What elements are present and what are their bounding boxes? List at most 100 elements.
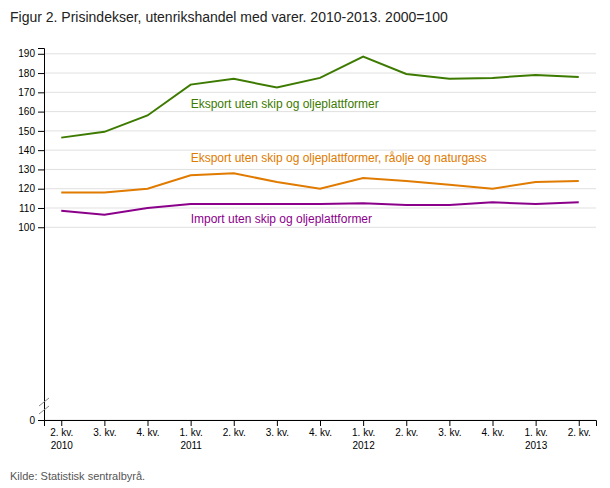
y-tick: 140 bbox=[18, 145, 44, 156]
y-tick-mark bbox=[38, 420, 44, 421]
x-tick-label: 4. kv. bbox=[481, 427, 504, 438]
grid-line bbox=[44, 73, 596, 74]
x-tick-label: 2. kv. bbox=[223, 427, 246, 438]
x-tick-mark bbox=[234, 420, 235, 426]
x-tick: 3. kv. bbox=[438, 420, 461, 438]
title: Figur 2. Prisindekser, utenrikshandel me… bbox=[10, 9, 448, 25]
x-tick-label: 1. kv.2013 bbox=[525, 427, 548, 451]
x-tick: 3. kv. bbox=[93, 420, 116, 438]
y-tick-label: 180 bbox=[18, 68, 35, 79]
series-label: Eksport uten skip og oljeplattformer, rå… bbox=[191, 151, 487, 165]
y-tick-label: 130 bbox=[18, 164, 35, 175]
grid-line bbox=[44, 207, 596, 208]
series-label: Eksport uten skip og oljeplattformer bbox=[191, 97, 379, 111]
x-tick-mark bbox=[191, 420, 192, 426]
y-tick: 190 bbox=[18, 48, 44, 59]
axis-break bbox=[39, 398, 49, 414]
y-tick-mark bbox=[38, 169, 44, 170]
grid-line bbox=[44, 92, 596, 93]
x-tick-mark bbox=[493, 420, 494, 426]
y-tick: 0 bbox=[29, 415, 44, 426]
x-tick-label: 4. kv. bbox=[136, 427, 159, 438]
x-tick-mark bbox=[61, 420, 62, 426]
x-tick: 4. kv. bbox=[481, 420, 504, 438]
x-tick-label-line: 2011 bbox=[180, 440, 202, 451]
x-tick: 2. kv. 2010 bbox=[50, 420, 73, 451]
x-tick-label-line: 2. kv. bbox=[568, 427, 591, 438]
x-tick: 2. kv. bbox=[223, 420, 246, 438]
x-tick-label-line: 3. kv. bbox=[438, 427, 461, 438]
x-tick-mark bbox=[406, 420, 407, 426]
x-tick-mark bbox=[579, 420, 580, 426]
x-tick-mark bbox=[363, 420, 364, 426]
y-tick-label: 170 bbox=[18, 87, 35, 98]
series-line bbox=[61, 173, 579, 192]
x-tick-label: 2. kv. 2010 bbox=[50, 427, 73, 451]
y-axis-line bbox=[38, 49, 45, 421]
grid-line bbox=[44, 111, 596, 112]
x-tick-label-line: 4. kv. bbox=[136, 427, 159, 438]
x-tick: 4. kv. bbox=[309, 420, 332, 438]
y-tick-label: 160 bbox=[18, 106, 35, 117]
x-tick-mark bbox=[320, 420, 321, 426]
y-tick-label: 110 bbox=[19, 203, 35, 214]
x-tick-mark bbox=[449, 420, 450, 426]
y-tick-mark bbox=[38, 92, 44, 93]
chart: Figur 2. Prisindekser, utenrikshandel me… bbox=[0, 0, 610, 488]
y-tick-mark bbox=[38, 131, 44, 132]
y-tick: 180 bbox=[18, 68, 44, 79]
series-line bbox=[61, 57, 579, 138]
y-tick: 100 bbox=[18, 222, 44, 233]
x-tick-mark bbox=[277, 420, 278, 426]
x-tick-label-line: 2010 bbox=[51, 440, 74, 451]
y-tick-label: 100 bbox=[18, 222, 35, 233]
x-tick: 1. kv.2013 bbox=[525, 420, 548, 451]
x-tick: 3. kv. bbox=[266, 420, 289, 438]
source: Kilde: Statistisk sentralbyrå. bbox=[10, 470, 145, 482]
series-labels: Eksport uten skip og oljeplattformer Eksp… bbox=[191, 97, 487, 227]
x-tick-label-line: 2013 bbox=[525, 440, 548, 451]
x-tick: 1. kv. 2011 bbox=[180, 420, 203, 451]
x-tick-label: 3. kv. bbox=[266, 427, 289, 438]
x-tick-label-line: 4. kv. bbox=[309, 427, 332, 438]
x-tick-label-line: 4. kv. bbox=[481, 427, 504, 438]
x-tick-label-line: 2. kv. bbox=[50, 427, 73, 438]
axis-break-mark bbox=[39, 406, 49, 414]
y-tick-label: 0 bbox=[29, 415, 35, 426]
grid-line bbox=[44, 53, 596, 54]
y-tick: 160 bbox=[18, 106, 44, 117]
x-tick: 2. kv. bbox=[395, 420, 418, 438]
x-tick-mark bbox=[148, 420, 149, 426]
y-tick-mark bbox=[38, 73, 44, 74]
x-tick-label: 1. kv. 2011 bbox=[180, 427, 203, 451]
y-tick-label: 190 bbox=[18, 48, 35, 59]
y-tick: 170 bbox=[18, 87, 44, 98]
grid-line bbox=[44, 169, 596, 170]
x-tick-mark bbox=[104, 420, 105, 426]
y-tick: 110 bbox=[19, 203, 44, 214]
x-tick: 1. kv.2012 bbox=[352, 420, 375, 451]
x-tick-label-line: 1. kv. bbox=[352, 427, 375, 438]
y-tick-mark bbox=[38, 54, 44, 55]
y-tick-label: 120 bbox=[18, 183, 35, 194]
x-tick-mark bbox=[536, 420, 537, 426]
y-tick-mark bbox=[38, 189, 44, 190]
x-tick: 2. kv. bbox=[568, 420, 591, 438]
x-tick-label-line: 3. kv. bbox=[93, 427, 116, 438]
y-tick-label: 140 bbox=[18, 145, 35, 156]
lines bbox=[61, 57, 579, 215]
series-label: Import uten skip og oljeplattformer bbox=[191, 212, 372, 226]
x-tick: 4. kv. bbox=[136, 420, 159, 438]
x-tick-label-line: 2. kv. bbox=[395, 427, 418, 438]
x-tick-label: 2. kv. bbox=[395, 427, 418, 438]
grid bbox=[44, 54, 596, 420]
grid-line bbox=[44, 227, 596, 228]
x-tick-label-line: 1. kv. bbox=[180, 427, 203, 438]
y-tick-mark bbox=[38, 208, 44, 209]
x-tick-label: 3. kv. bbox=[438, 427, 461, 438]
x-axis-line bbox=[45, 421, 597, 427]
y-tick-mark bbox=[38, 150, 44, 151]
y-tick: 150 bbox=[18, 126, 44, 137]
y-tick-mark bbox=[38, 112, 44, 113]
x-tick-label: 3. kv. bbox=[93, 427, 116, 438]
